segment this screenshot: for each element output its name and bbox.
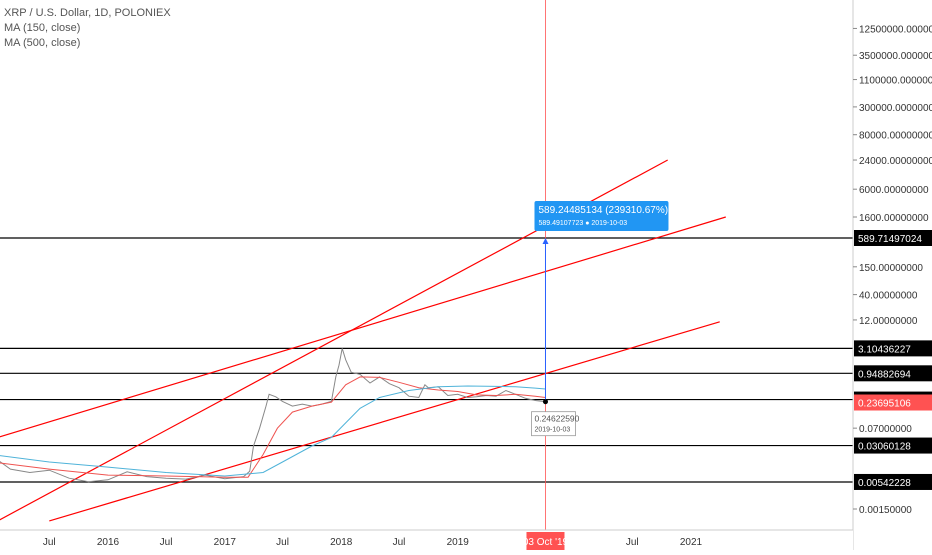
crosshair-date-label-bg (526, 532, 565, 550)
measure-start-point (542, 399, 548, 405)
y-axis-tick-label: 24000.00000000 (859, 156, 932, 167)
x-axis-tick-label: 2017 (214, 537, 237, 548)
measure-callout-box (534, 201, 669, 232)
level-price-label-bg (854, 473, 932, 490)
y-axis-tick-label: 1600.00000000 (859, 213, 929, 224)
y-axis-tick-label: 1100000.00000000 (859, 76, 932, 87)
x-axis-tick-label: 2021 (680, 537, 703, 548)
ma500-series-line (0, 385, 546, 477)
point-label-value: 0.24622590 (534, 414, 579, 424)
point-label-box (531, 411, 576, 437)
trendline (49, 321, 720, 522)
x-axis-tick-label: Jul (160, 537, 173, 548)
x-axis-panel (0, 530, 853, 550)
ma150-series-line (0, 376, 546, 478)
current-price-label: 0.23695106 (858, 399, 911, 410)
level-price-label: 0.00542228 (858, 478, 911, 489)
measure-callout-line2: 589.49107723 ● 2019-10-03 (538, 220, 627, 227)
current-price-label-bg (854, 394, 932, 411)
x-axis-tick-label: 2016 (97, 537, 120, 548)
level-price-label: 0.03060128 (858, 442, 911, 453)
x-axis-tick-label: Jul (276, 537, 289, 548)
crosshair-date-label: 03 Oct '19 (523, 537, 569, 548)
legend-ma500: MA (500, close) (4, 37, 81, 49)
y-axis-tick-label: 80000.00000000 (859, 131, 932, 142)
y-axis-tick-label: 0.07000000 (859, 424, 912, 435)
level-price-label: 589.71497024 (858, 234, 922, 245)
x-axis-tick-label: 2018 (330, 537, 353, 548)
legend-ma150: MA (150, close) (4, 22, 81, 34)
legend-symbol-title: XRP / U.S. Dollar, 1D, POLONIEX (4, 7, 171, 19)
level-price-label: 0.94882694 (858, 369, 911, 380)
level-price-label-bg (854, 437, 932, 454)
y-axis-panel (853, 0, 932, 550)
measure-arrow-head (542, 238, 549, 245)
trendline (0, 216, 726, 438)
y-axis-tick-label: 6000.00000000 (859, 185, 929, 196)
x-axis-tick-label: Jul (393, 537, 406, 548)
y-axis-tick-label: 0.00150000 (859, 505, 912, 516)
y-axis-tick-label: 3500000.00000000 (859, 51, 932, 62)
chart-legend: XRP / U.S. Dollar, 1D, POLONIEX MA (150,… (4, 6, 171, 51)
y-axis-tick-label: 300000.00000000 (859, 103, 932, 114)
level-price-label-bg (854, 365, 932, 382)
x-axis-tick-label: Jul (43, 537, 56, 548)
level-price-label: 3.10436227 (858, 344, 911, 355)
y-axis-tick-label: 150.00000000 (859, 263, 923, 274)
x-axis-tick-label: Jul (626, 537, 639, 548)
y-axis-tick-label: 40.00000000 (859, 291, 918, 302)
y-axis-tick-label: 12.00000000 (859, 316, 918, 327)
price-series-line (0, 348, 546, 483)
x-axis-tick-label: 2019 (447, 537, 470, 548)
point-label-date: 2019-10-03 (534, 427, 570, 434)
level-price-label-bg (854, 230, 932, 246)
measure-callout-line1: 589.24485134 (239310.67%) in (538, 205, 678, 216)
y-axis-tick-label: 12500000.00000000 (859, 24, 932, 35)
level-price-label-bg (854, 340, 932, 357)
